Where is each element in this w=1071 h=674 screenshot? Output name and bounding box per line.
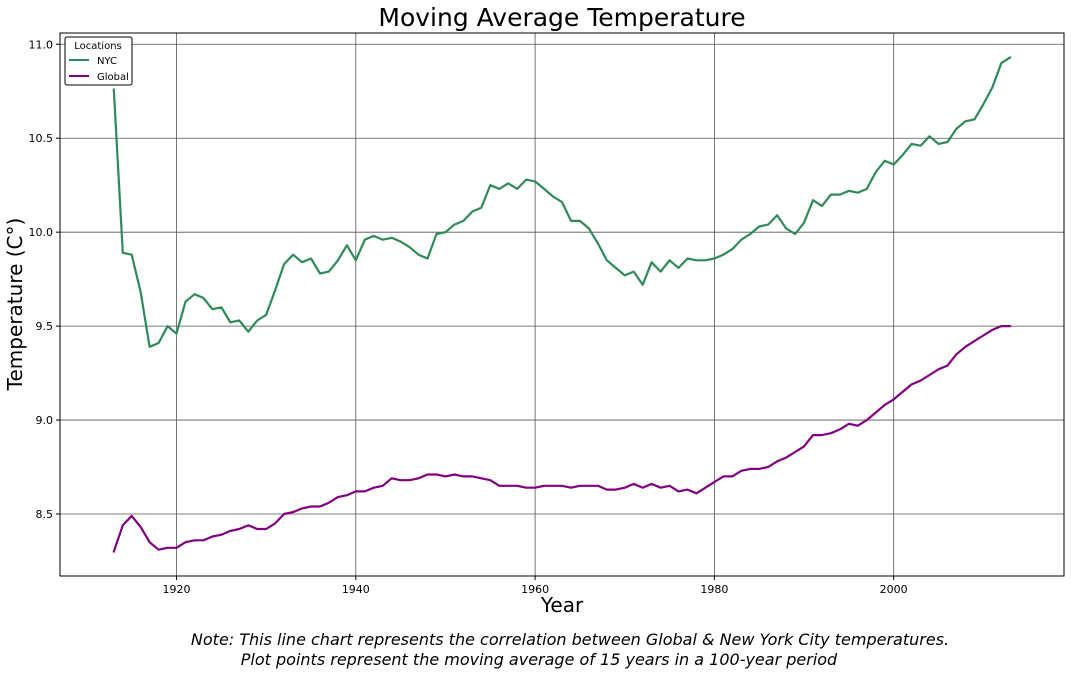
series-line-nyc	[112, 56, 1012, 348]
x-tick-label: 2000	[880, 583, 908, 596]
y-tick-label: 8.5	[36, 508, 54, 521]
y-tick-label: 9.5	[36, 320, 54, 333]
x-axis-label: Year	[540, 593, 584, 617]
chart-note-line-2: Plot points represent the moving average…	[240, 650, 838, 669]
y-ticks: 8.5 9.0 9.5 10.0 10.5 11.0	[29, 38, 60, 521]
chart-title: Moving Average Temperature	[378, 3, 745, 32]
legend: Locations NYC Global	[64, 36, 133, 86]
y-tick-label: 11.0	[29, 38, 54, 51]
legend-box	[64, 36, 133, 86]
legend-label-nyc: NYC	[97, 56, 117, 67]
y-axis-label: Temperature (C°)	[3, 218, 27, 392]
y-tick-label: 10.0	[29, 226, 54, 239]
plot-frame	[59, 32, 1065, 577]
y-tick-label: 9.0	[36, 414, 54, 427]
x-tick-label: 1980	[700, 583, 728, 596]
y-tick-label: 10.5	[29, 132, 54, 145]
series-layer	[112, 56, 1012, 553]
series-line-global	[112, 325, 1012, 553]
x-ticks: 1920 1940 1960 1980 2000	[163, 576, 908, 596]
chart-note-line-1: Note: This line chart represents the cor…	[190, 630, 950, 649]
legend-title: Locations	[74, 41, 122, 52]
x-tick-label: 1920	[163, 583, 191, 596]
grid	[60, 33, 1064, 576]
x-tick-label: 1960	[521, 583, 549, 596]
legend-label-global: Global	[97, 72, 129, 83]
x-tick-label: 1940	[342, 583, 370, 596]
